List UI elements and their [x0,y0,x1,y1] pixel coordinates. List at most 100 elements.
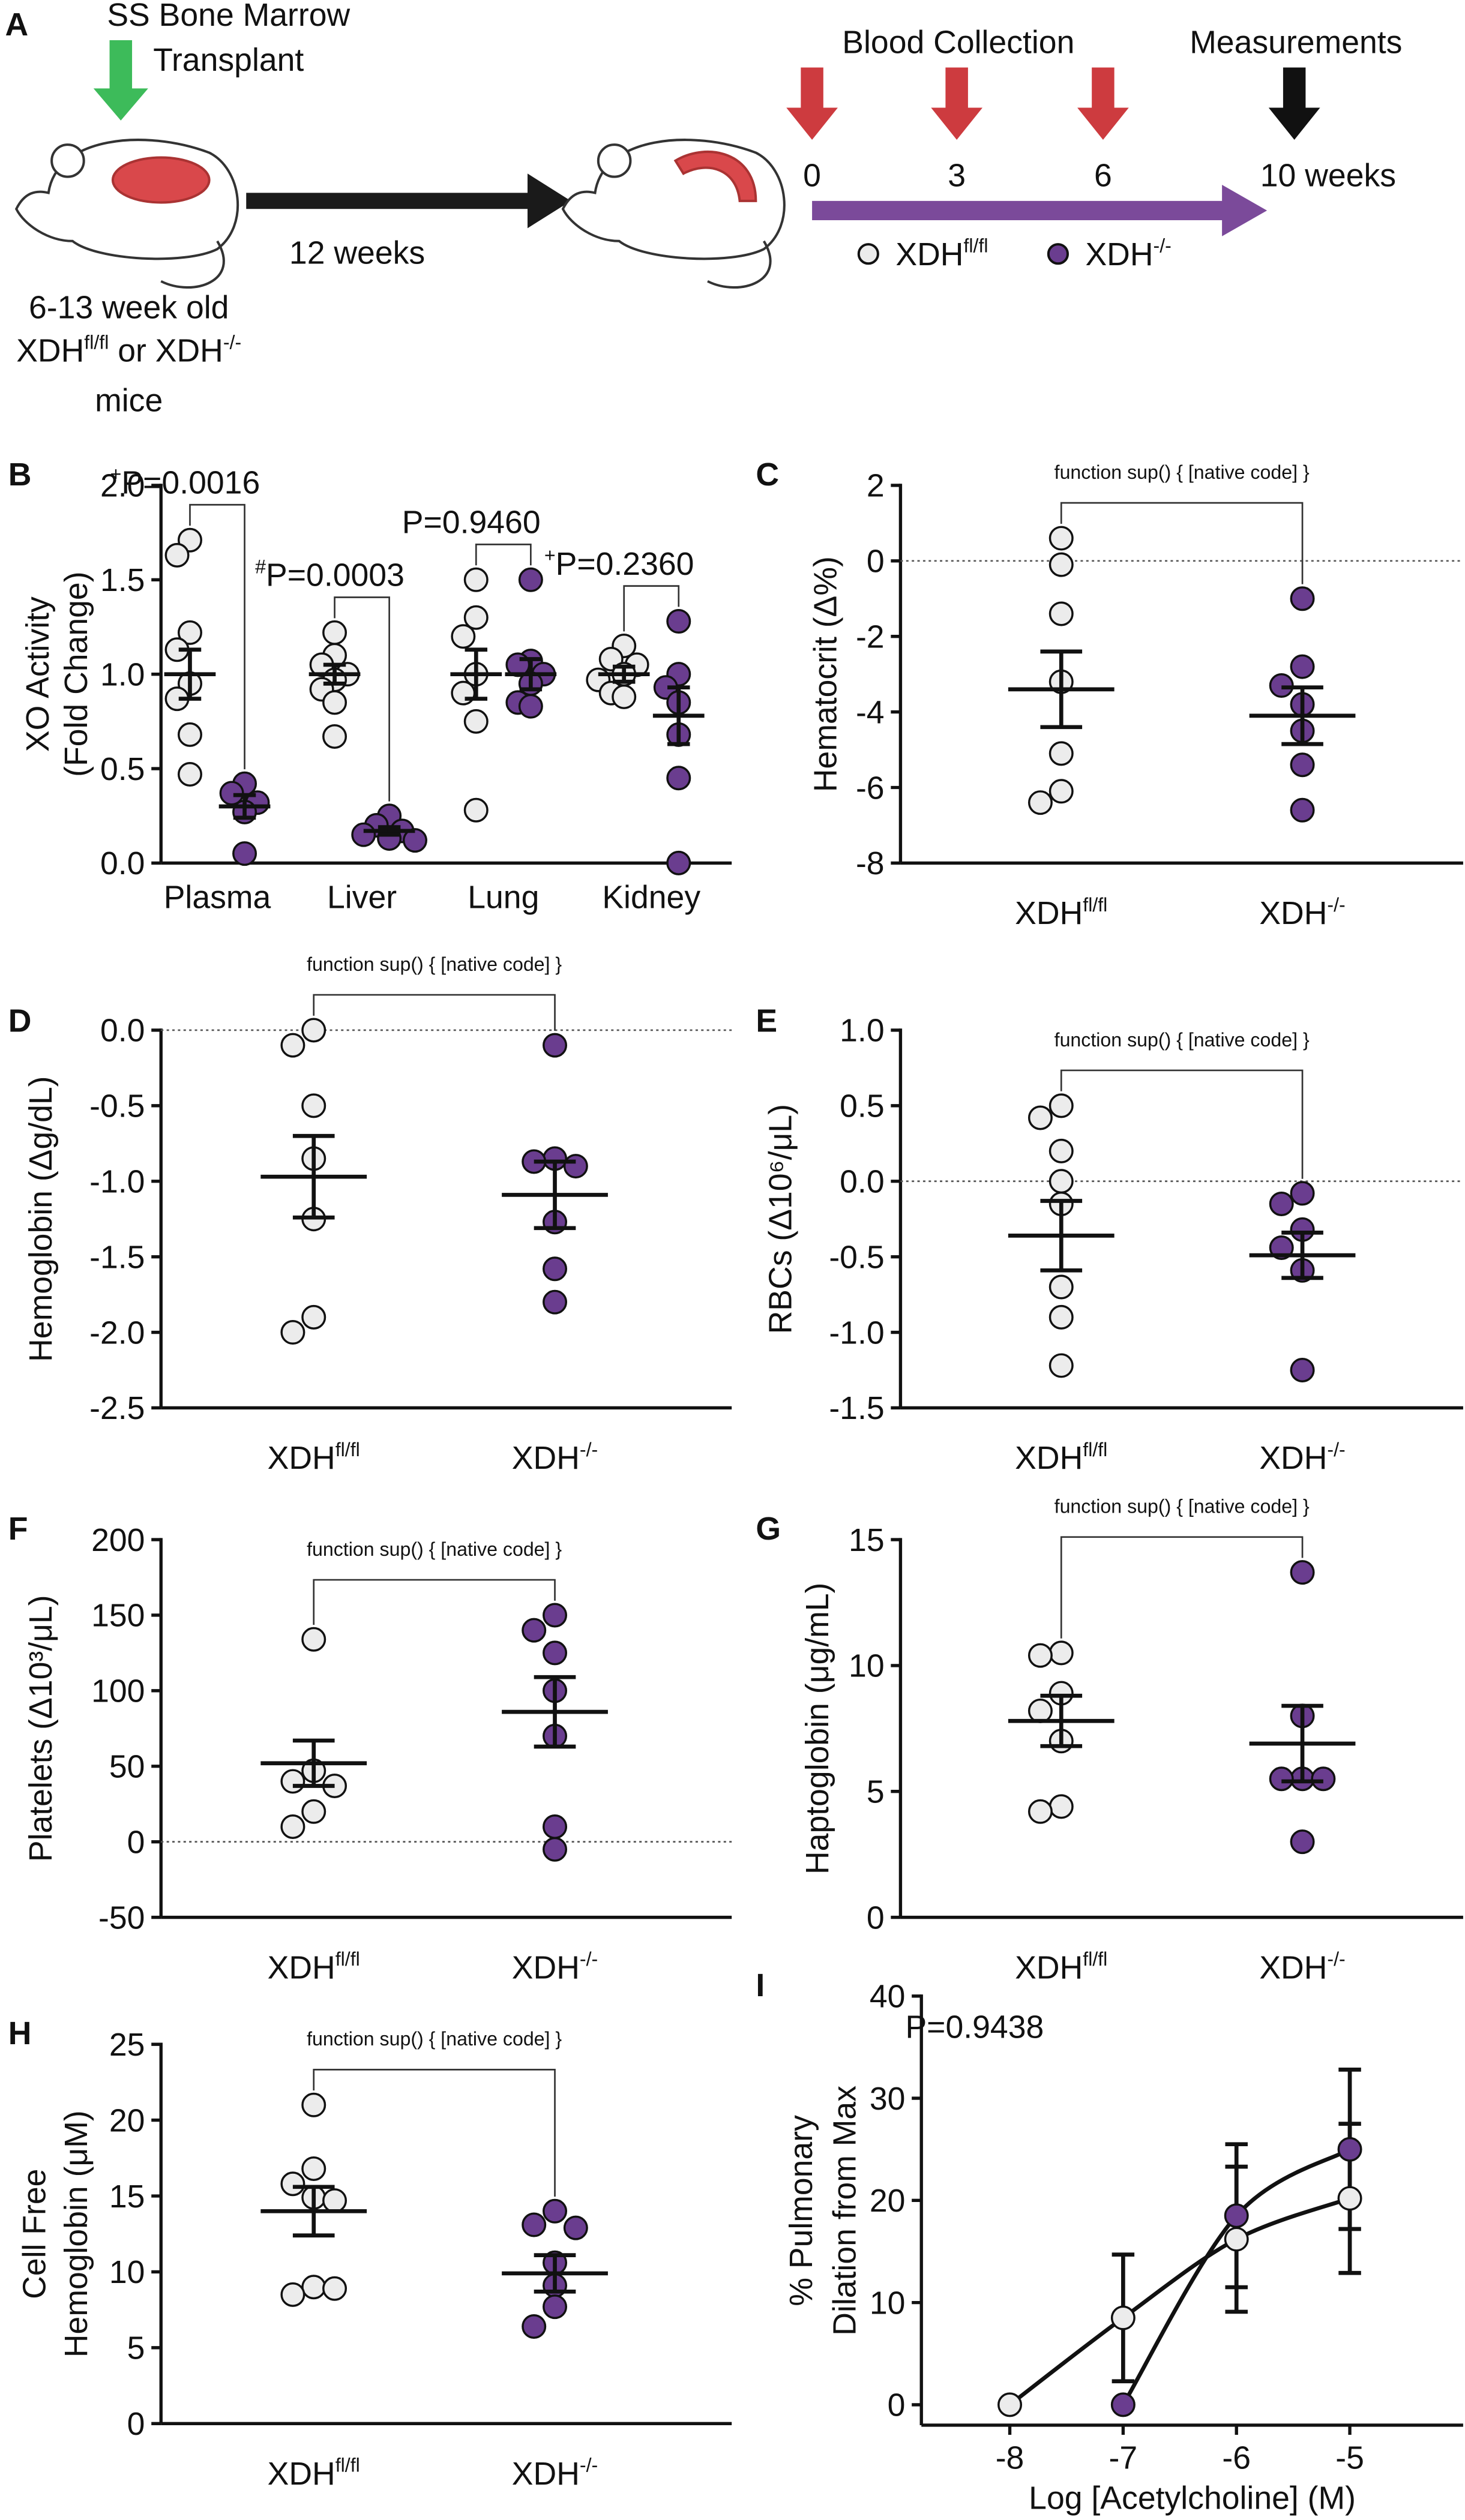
data-point [543,1256,568,1282]
data-point [322,690,347,715]
y-tick-label: 200 [91,1523,145,1558]
x-tick-label: Kidney [602,880,700,915]
data-point [451,680,476,706]
panel-label: H [8,2016,32,2051]
x-tick-label-sup: -/- [580,1439,598,1460]
data-point [177,722,202,747]
bracket [623,585,680,632]
p-value: P=0.0003 [266,558,405,593]
data-point [1048,741,1074,766]
x-tick-label-sup: fl/fl [335,2455,360,2476]
bracket [1060,1069,1304,1179]
y-axis-label: Hemoglobin (Δg/dL) [23,1076,59,1361]
measure-text: Measurements [1190,25,1402,60]
data-point [1110,2392,1136,2417]
y-tick-label: 0.5 [100,752,145,787]
data-point [543,2294,568,2320]
data-point [280,2171,305,2197]
data-point [543,1289,568,1315]
data-point [1290,1181,1315,1206]
y-tick-label: 5 [127,2331,145,2366]
data-point [1027,1105,1053,1130]
x-tick-label: XDHfl/fl [1015,1948,1107,1985]
bracket [313,2069,556,2197]
data-point [301,1799,326,1824]
x-tick-label: XDH [1259,1441,1327,1476]
p-value-sup: function sup() { [native code] } [307,1538,562,1560]
panel-label: C [756,457,779,493]
p-value: function sup() { [native code] } [1054,1496,1310,1517]
panel-label: F [8,1511,28,1547]
data-point [1337,2186,1362,2211]
data-point [463,709,489,734]
data-point [543,2198,568,2224]
x-tick-label-sup: -/- [1327,894,1345,916]
y-tick-label: 1.0 [840,1013,884,1049]
x-tick-label-sup: -/- [1327,1948,1345,1970]
legend-sup: -/- [1154,235,1172,257]
x-tick-label: XDH [1015,896,1083,931]
bracket [313,1579,556,1625]
x-tick-label: -6 [1222,2440,1251,2476]
data-point [301,1018,326,1043]
x-tick-label: XDH-/- [512,2455,598,2492]
data-point [1048,1274,1074,1300]
x-tick-label: XDH [268,1950,335,1985]
y-tick-label: 10 [870,2285,906,2321]
y-tick-label: 100 [91,1674,145,1709]
data-point [518,567,543,592]
p-value-sup: function sup() { [native code] } [1054,1496,1310,1517]
data-point [1290,1357,1315,1382]
y-tick-label: -50 [98,1900,145,1936]
strain-sup: -/- [223,331,241,353]
p-value: P=0.9460 [402,505,541,541]
data-point [612,684,637,709]
x-tick-label: XDH [1259,896,1327,931]
x-axis-label: Log [Acetylcholine] (M) [1029,2480,1356,2516]
x-tick-label: Plasma [164,880,271,915]
data-point [1290,797,1315,823]
x-tick-label: XDHfl/fl [1015,1439,1107,1476]
panel-label: B [8,457,32,493]
y-tick-label: 0 [867,544,885,580]
p-value: P=0.9460 [402,505,541,541]
strain-text: XDHfl/fl or XDH-/- [16,331,241,368]
p-value: function sup() { [native code] } [307,953,562,975]
y-tick-label: -1.5 [829,1391,884,1426]
y-tick-label: 20 [870,2183,906,2219]
data-point [666,609,691,634]
legend-marker [1047,243,1069,265]
panel-label: I [756,1968,765,2003]
data-point [522,1618,547,1643]
x-tick-label: Lung [468,880,539,915]
data-point [177,761,202,787]
transplant-text: SS Bone Marrow [107,0,350,33]
data-point [451,624,476,649]
panel-label: A [5,7,28,43]
y-tick-label: 40 [870,1979,906,2015]
legend: XDHfl/fl XDH-/- [857,235,1172,272]
data-point [301,1304,326,1330]
data-point [351,822,376,847]
data-point [1027,1643,1053,1668]
x-tick-label-sup: fl/fl [1083,1439,1107,1460]
y-tick-label: 0.0 [840,1164,884,1199]
data-point [1048,526,1074,551]
mice-text: 6-13 week old [29,290,229,325]
x-tick-label-sup: -/- [1327,1439,1345,1460]
panel-label: D [8,1004,32,1039]
p-value: +P=0.2360 [544,544,694,581]
data-point [1290,654,1315,679]
bracket [313,994,556,1031]
data-point [301,2156,326,2181]
data-point [543,1814,568,1839]
data-point [1048,1794,1074,1819]
x-tick-label: XDH [1259,1950,1327,1985]
y-axis-label: XO Activity [20,596,56,752]
p-value-sup: function sup() { [native code] } [1054,461,1310,483]
data-point [463,605,489,630]
legend-sup: fl/fl [963,235,988,257]
data-point [1224,2227,1249,2252]
data-point [322,2276,347,2301]
